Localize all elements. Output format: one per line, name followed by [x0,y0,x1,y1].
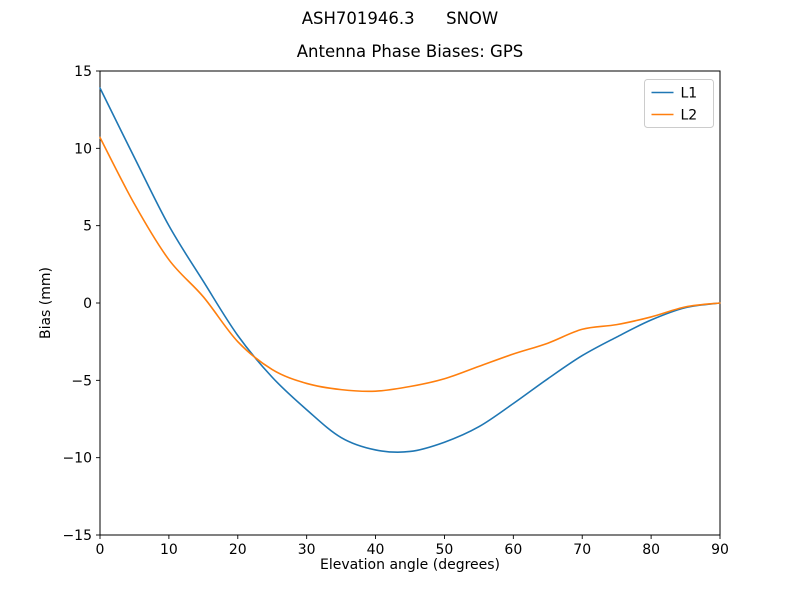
y-tick-label: 15 [74,64,92,80]
series-line-L2 [99,136,721,393]
x-tick-label: 0 [96,542,105,558]
x-axis-label: Elevation angle (degrees) [320,557,500,573]
x-tick-label: 60 [504,542,522,558]
x-tick-label: 30 [298,542,316,558]
legend-label-L2: L2 [681,108,698,124]
x-axis-ticks: 0 10 20 30 40 50 60 70 80 90 [96,535,729,558]
legend-box [644,79,714,128]
chart-title: Antenna Phase Biases: GPS [297,42,524,61]
y-tick-label: 0 [83,296,92,312]
y-axis-label: Bias (mm) [38,267,54,339]
y-tick-label: −10 [62,451,92,467]
x-tick-label: 50 [436,542,454,558]
x-tick-label: 90 [711,542,729,558]
y-tick-label: 5 [83,219,92,235]
x-tick-label: 80 [642,542,660,558]
x-tick-label: 40 [367,542,385,558]
y-tick-label: −5 [71,373,92,389]
y-axis-ticks: −15 −10 −5 0 5 10 15 [62,64,100,544]
figure-suptitle: ASH701946.3 SNOW [302,9,499,28]
series-lines [99,87,721,453]
x-tick-label: 20 [229,542,247,558]
legend-label-L1: L1 [681,86,698,102]
x-tick-label: 10 [160,542,178,558]
x-tick-label: 70 [573,542,591,558]
y-tick-label: 10 [74,141,92,157]
plot-area [99,70,721,536]
series-line-L1 [99,87,721,453]
y-tick-label: −15 [62,528,92,544]
